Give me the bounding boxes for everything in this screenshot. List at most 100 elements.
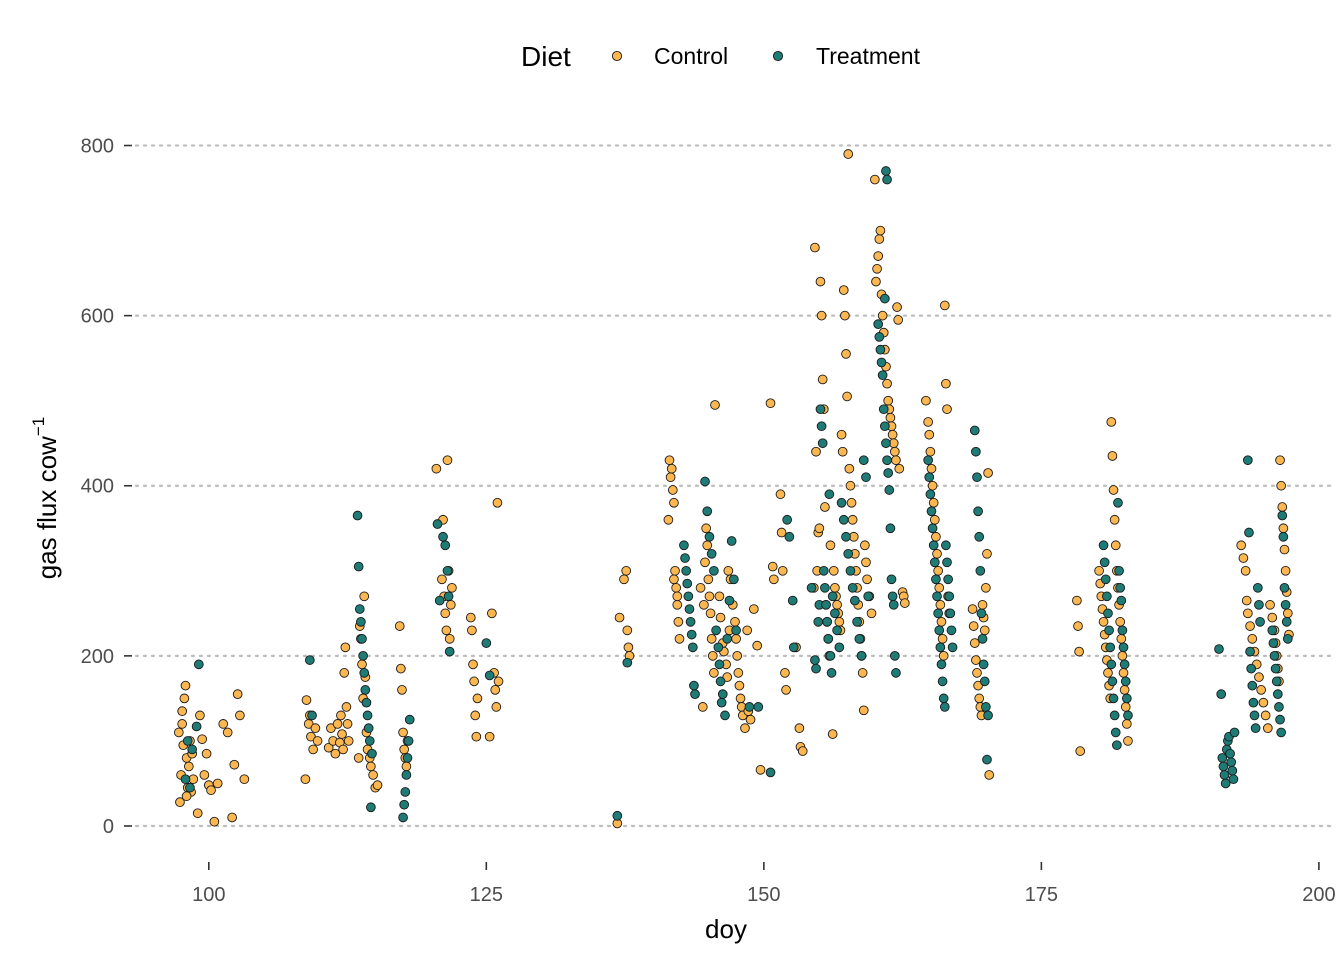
point-treatment-21 <box>367 748 377 759</box>
point-treatment-139 <box>935 642 946 653</box>
point-control-164 <box>777 565 788 576</box>
point-treatment-84 <box>820 582 830 593</box>
point-treatment-136 <box>932 591 942 602</box>
point-control-200 <box>842 391 852 402</box>
point-control-168 <box>794 723 805 734</box>
point-control-2 <box>177 706 188 716</box>
point-control-124 <box>700 557 710 568</box>
point-control-37 <box>308 744 319 755</box>
point-control-218 <box>862 574 872 585</box>
point-control-170 <box>797 746 808 756</box>
point-control-256 <box>932 548 942 559</box>
point-treatment-15 <box>360 685 371 695</box>
point-treatment-121 <box>887 591 898 602</box>
point-treatment-94 <box>834 642 845 653</box>
point-control-309 <box>1117 651 1128 661</box>
point-treatment-198 <box>1227 765 1238 776</box>
point-treatment-90 <box>826 668 837 678</box>
point-treatment-217 <box>1272 689 1283 699</box>
point-treatment-150 <box>947 642 958 653</box>
point-treatment-152 <box>971 446 981 457</box>
point-treatment-129 <box>924 472 935 483</box>
legend-key-control <box>611 50 623 62</box>
point-control-155 <box>745 714 756 725</box>
point-control-326 <box>1258 697 1269 708</box>
y-tick-label-0: 0 <box>103 816 114 838</box>
x-tick-label-125: 125 <box>470 884 503 906</box>
point-control-214 <box>857 668 868 678</box>
point-treatment-108 <box>873 319 884 329</box>
point-treatment-48 <box>687 642 698 653</box>
point-control-52 <box>342 719 353 729</box>
point-treatment-222 <box>1278 531 1289 542</box>
point-control-268 <box>967 604 978 614</box>
point-treatment-160 <box>979 676 990 687</box>
point-control-15 <box>181 791 192 802</box>
point-treatment-103 <box>854 634 865 644</box>
point-control-307 <box>1115 616 1126 627</box>
point-treatment-116 <box>882 455 892 466</box>
point-treatment-88 <box>824 489 835 500</box>
point-treatment-106 <box>861 472 871 483</box>
point-control-248 <box>923 417 933 427</box>
point-treatment-8 <box>352 510 363 521</box>
series-control-points <box>173 149 1294 829</box>
legend-title: Diet <box>521 41 571 72</box>
point-control-336 <box>1275 455 1285 466</box>
point-control-85 <box>445 599 456 610</box>
point-control-54 <box>353 753 364 763</box>
point-treatment-55 <box>709 565 719 576</box>
point-treatment-67 <box>731 625 741 636</box>
point-treatment-125 <box>880 293 890 304</box>
point-treatment-124 <box>891 668 901 678</box>
point-control-269 <box>968 621 979 631</box>
point-control-274 <box>974 693 985 704</box>
point-control-233 <box>883 395 894 406</box>
point-treatment-224 <box>1280 599 1291 610</box>
point-control-26 <box>222 727 233 738</box>
point-treatment-5 <box>193 659 204 670</box>
point-treatment-177 <box>1113 497 1123 508</box>
point-control-153 <box>742 625 753 636</box>
point-treatment-65 <box>726 536 737 546</box>
point-control-131 <box>707 651 718 661</box>
point-treatment-215 <box>1270 663 1281 674</box>
point-control-257 <box>933 565 943 576</box>
point-control-94 <box>484 731 495 742</box>
point-treatment-120 <box>886 574 897 585</box>
point-treatment-59 <box>715 676 726 687</box>
point-control-282 <box>983 468 993 478</box>
point-control-258 <box>934 582 945 593</box>
point-control-93 <box>472 693 483 704</box>
y-axis-ticks: 0 200 400 600 800 <box>81 136 132 838</box>
point-control-327 <box>1260 710 1271 721</box>
point-control-288 <box>1094 565 1104 576</box>
point-control-81 <box>441 625 452 636</box>
point-treatment-171 <box>1106 659 1117 670</box>
point-control-104 <box>621 565 632 576</box>
point-control-87 <box>465 612 476 623</box>
point-treatment-100 <box>847 582 858 593</box>
point-control-25 <box>218 719 229 729</box>
point-treatment-113 <box>878 404 889 415</box>
point-control-7 <box>177 719 188 729</box>
point-control-160 <box>767 561 778 572</box>
point-treatment-156 <box>975 565 986 576</box>
point-control-271 <box>971 655 981 665</box>
point-treatment-87 <box>823 634 834 644</box>
point-treatment-118 <box>884 485 895 495</box>
point-control-186 <box>825 540 836 551</box>
point-control-191 <box>832 599 842 610</box>
point-treatment-39 <box>622 657 633 668</box>
point-treatment-172 <box>1107 676 1118 687</box>
point-treatment-167 <box>1102 591 1112 602</box>
point-control-318 <box>1241 595 1252 606</box>
point-treatment-142 <box>938 693 949 704</box>
point-control-198 <box>840 310 850 321</box>
point-treatment-26 <box>402 753 413 763</box>
point-control-28 <box>229 759 240 770</box>
point-treatment-163 <box>983 710 993 721</box>
point-control-109 <box>664 455 675 466</box>
point-control-3 <box>179 693 190 704</box>
point-treatment-219 <box>1275 714 1285 725</box>
